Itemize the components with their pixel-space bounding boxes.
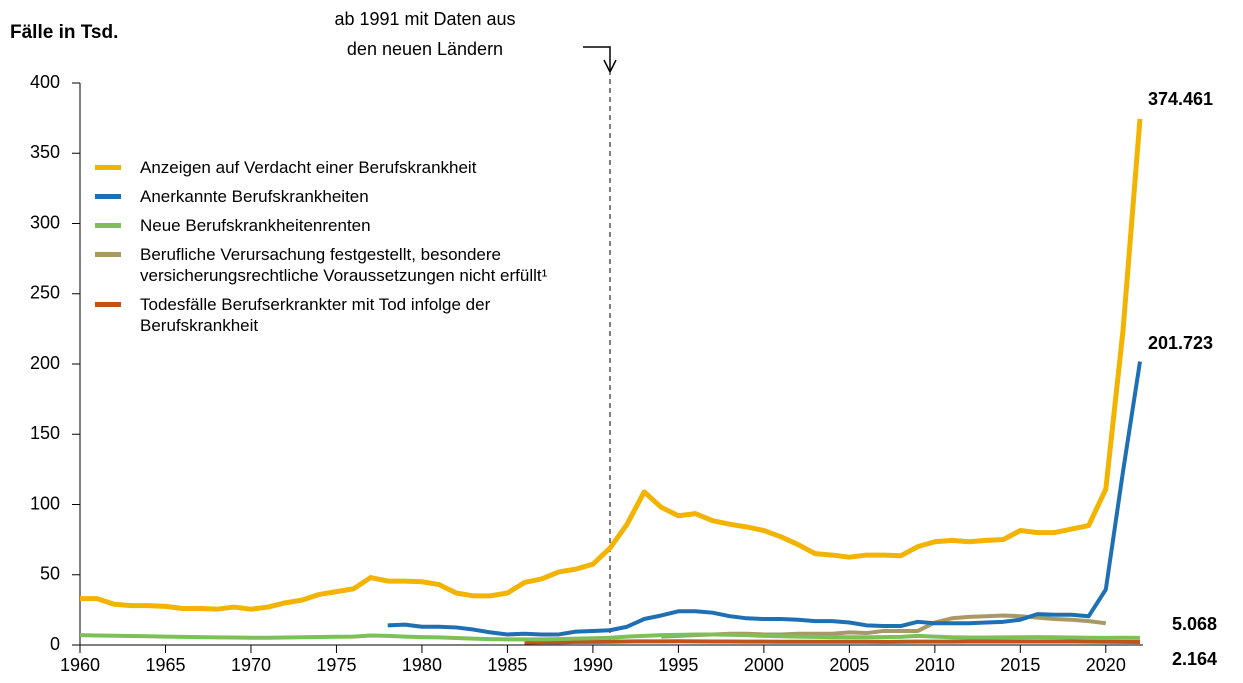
x-tick-label: 1980 [402,655,442,675]
legend-label: Anerkannte Berufskrankheiten [140,187,369,206]
legend: Anzeigen auf Verdacht einer Berufskrankh… [95,157,565,344]
arrow-head [603,59,617,74]
y-tick-label: 250 [30,283,60,303]
legend-item: Todesfälle Berufserkrankter mit Tod info… [95,294,565,336]
legend-label: Todesfälle Berufserkrankter mit Tod info… [140,295,491,335]
legend-swatch [95,194,121,199]
x-tick-label: 1990 [573,655,613,675]
y-tick-label: 400 [30,72,60,92]
end-label: 5.068 [1172,614,1217,634]
x-tick-label: 1960 [60,655,100,675]
y-tick-label: 100 [30,493,60,513]
x-tick-label: 2000 [744,655,784,675]
legend-swatch [95,223,121,228]
legend-item: Neue Berufskrankheitenrenten [95,215,565,236]
series-line [79,632,1141,642]
x-tick-label: 1985 [487,655,527,675]
legend-label: Anzeigen auf Verdacht einer Berufskrankh… [140,158,477,177]
annotation: den neuen Ländern [347,39,503,59]
legend-item: Berufliche Verursachung festgestellt, be… [95,244,565,286]
series-line [80,118,1143,612]
x-tick-label: 1995 [658,655,698,675]
y-tick-label: 150 [30,423,60,443]
legend-label: Berufliche Verursachung festgestellt, be… [140,245,548,285]
series-line [387,361,1142,637]
x-tick-label: 2015 [1000,655,1040,675]
x-tick-label: 2005 [829,655,869,675]
legend-item: Anzeigen auf Verdacht einer Berufskrankh… [95,157,565,178]
x-tick-label: 1970 [231,655,271,675]
annotation-arrow [583,46,611,70]
annotation: ab 1991 mit Daten aus [334,9,515,29]
y-tick-label: 50 [40,564,60,584]
legend-swatch [95,165,121,170]
chart-title: Fälle in Tsd. [10,22,118,43]
series-line [524,639,1141,645]
y-tick-label: 0 [50,634,60,654]
x-tick-label: 2020 [1086,655,1126,675]
x-tick-label: 1975 [316,655,356,675]
legend-label: Neue Berufskrankheitenrenten [140,216,371,235]
legend-swatch [95,302,121,307]
legend-swatch [95,252,121,257]
y-tick-label: 350 [30,142,60,162]
y-tick-label: 200 [30,353,60,373]
end-label: 201.723 [1148,333,1213,353]
x-tick-label: 2010 [915,655,955,675]
y-tick-label: 300 [30,212,60,232]
legend-item: Anerkannte Berufskrankheiten [95,186,565,207]
x-tick-label: 1965 [145,655,185,675]
end-label: 374.461 [1148,89,1213,109]
end-label: 2.164 [1172,649,1217,669]
